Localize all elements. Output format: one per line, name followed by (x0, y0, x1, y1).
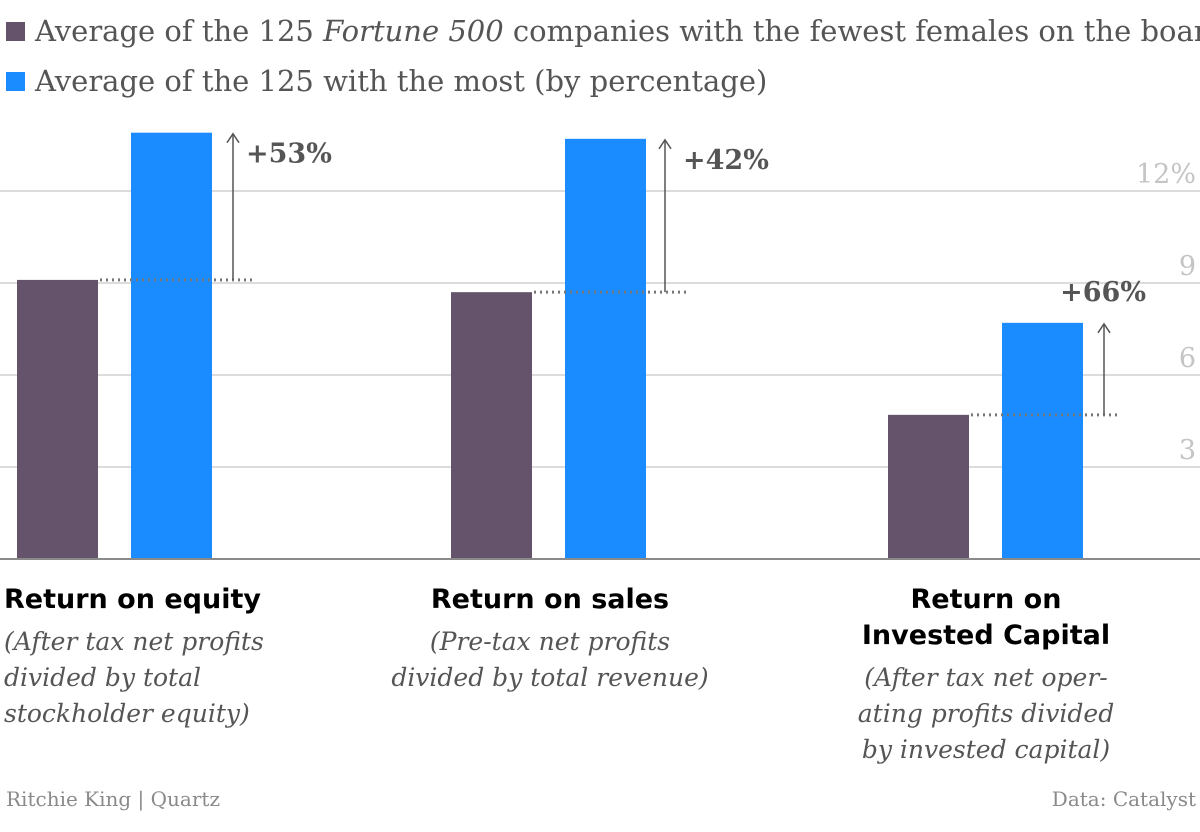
y-axis-ticks: 3 6 9 12% (1136, 159, 1196, 466)
category-title: Return on Invested Capital (806, 582, 1166, 654)
category-description-line: (Pre-tax net profits (429, 627, 671, 656)
category-label-block: Return on Invested Capital (After tax net … (806, 582, 1166, 768)
category-label-block: Return on equity (After tax net profits di… (4, 582, 364, 732)
bar-most-females (1002, 322, 1083, 559)
change-arrow-head (226, 132, 240, 144)
category-title: Return on equity (4, 582, 364, 618)
bar-fewest-females (888, 414, 969, 559)
legend-label: Average of the 125 with the most (by per… (35, 64, 768, 98)
change-annotations: +53% +42% +66% (100, 132, 1146, 417)
legend-swatch (6, 71, 25, 91)
category-title-line: Return on equity (4, 584, 261, 615)
y-tick-label: 9 (1179, 251, 1196, 282)
category-title-line: Return on (910, 584, 1062, 615)
legend-swatch (6, 21, 25, 41)
legend-label: Average of the 125 Fortune 500 companies… (35, 14, 1200, 48)
category-title: Return on sales (370, 582, 730, 618)
change-arrow-head (658, 138, 672, 150)
category-description-line: divided by total (4, 663, 201, 692)
change-label: +66% (1060, 277, 1146, 308)
category-description-line: (After tax net oper- (864, 663, 1108, 692)
y-tick-label: 12% (1136, 159, 1196, 190)
bars (17, 132, 1083, 560)
category-title-line: Return on sales (430, 584, 670, 615)
legend: Average of the 125 Fortune 500 companies… (0, 6, 1200, 106)
y-tick-label: 3 (1179, 435, 1196, 466)
legend-item: Average of the 125 with the most (by per… (0, 56, 1200, 106)
category-description: (Pre-tax net profits divided by total rev… (370, 624, 730, 696)
category-description-line: ating profits divided (857, 699, 1115, 728)
category-description-line: divided by total revenue) (391, 663, 709, 692)
category-description-line: stockholder equity) (4, 699, 250, 728)
category-description: (After tax net profits divided by total st… (4, 624, 364, 732)
category-label-block: Return on sales (Pre-tax net profits divid… (370, 582, 730, 696)
category-description: (After tax net oper-ating profits divide… (806, 660, 1166, 768)
category-title-line: Invested Capital (861, 620, 1111, 651)
footer-source: Data: Catalyst (1051, 787, 1196, 811)
change-arrow-head (1097, 322, 1111, 334)
change-label: +53% (246, 139, 332, 170)
bar-chart: 3 6 9 12% +53% +42% +66% (0, 132, 1200, 560)
bar-fewest-females (17, 279, 98, 559)
footer-credit: Ritchie King | Quartz (6, 787, 220, 811)
bar-most-females (565, 138, 646, 560)
category-description-line: (After tax net profits (4, 627, 264, 656)
bar-most-females (131, 132, 212, 559)
bar-fewest-females (451, 292, 532, 559)
legend-item: Average of the 125 Fortune 500 companies… (0, 6, 1200, 56)
y-tick-label: 6 (1179, 343, 1196, 374)
category-description-line: by invested capital) (861, 735, 1111, 764)
change-label: +42% (683, 145, 769, 176)
